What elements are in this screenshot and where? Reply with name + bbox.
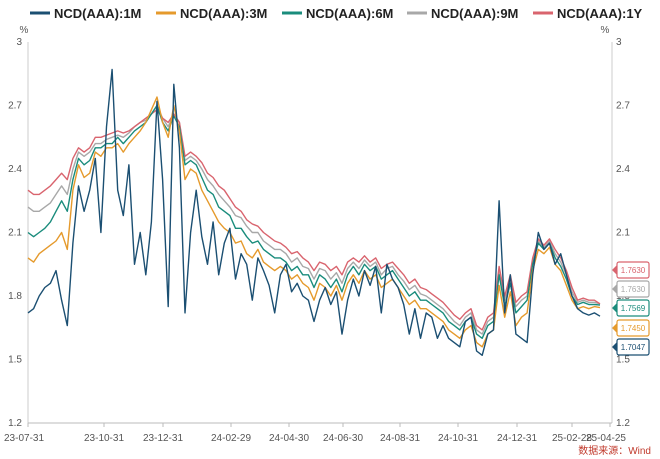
series-line-3	[27, 104, 601, 339]
end-label-value: 1.7450	[621, 324, 646, 333]
end-label-4: 1.7630	[612, 280, 650, 298]
legend-label-4: NCD(AAA):9M	[431, 6, 518, 21]
x-tick-label-8: 24-12-31	[497, 433, 537, 444]
source-note: 数据来源：Wind	[578, 444, 651, 457]
y-tick-left-0: 1.2	[8, 418, 22, 429]
x-axis: 23-07-31 23-10-31 23-12-31 24-02-29 24-04-30…	[4, 423, 626, 444]
y-tick-left-1: 1.5	[8, 355, 22, 366]
x-tick-label-5: 24-06-30	[323, 433, 363, 444]
series-line-2	[27, 96, 601, 348]
legend-label-3: NCD(AAA):6M	[306, 6, 393, 21]
legend-label-5: NCD(AAA):1Y	[557, 6, 643, 21]
series-line-1	[27, 68, 601, 356]
end-label-pointer	[612, 342, 617, 352]
y-tick-left-4: 2.4	[8, 164, 22, 175]
y-tick-left-5: 2.7	[8, 101, 22, 112]
y-tick-left-3: 2.1	[8, 228, 22, 239]
end-label-box	[616, 338, 650, 356]
end-label-5: 1.7630	[612, 261, 650, 279]
end-label-box	[616, 261, 650, 279]
end-value-labels: 1.7630 1.7630 1.7569 1.7450 1.7047	[612, 261, 650, 356]
y-tick-right-5: 2.7	[616, 101, 630, 112]
x-tick-label-9: 25-02-28	[552, 433, 592, 444]
end-label-value: 1.7630	[621, 285, 646, 294]
left-axis-unit: %	[20, 25, 29, 36]
end-label-2: 1.7450	[612, 319, 650, 337]
right-axis-unit: %	[601, 25, 610, 36]
y-axis-right: 1.21.51.82.12.42.73	[616, 37, 630, 429]
x-tick-label-1: 23-10-31	[84, 433, 124, 444]
end-label-box	[616, 280, 650, 298]
y-tick-right-4: 2.4	[616, 164, 630, 175]
y-tick-right-1: 1.5	[616, 355, 630, 366]
x-tick-label-2: 23-12-31	[143, 433, 183, 444]
legend-label-2: NCD(AAA):3M	[180, 6, 267, 21]
y-tick-right-0: 1.2	[616, 418, 630, 429]
end-label-pointer	[612, 323, 617, 333]
x-tick-label-10: 25-04-25	[586, 433, 626, 444]
x-tick-label-0: 23-07-31	[4, 433, 44, 444]
end-label-pointer	[612, 303, 617, 313]
y-tick-right-6: 3	[616, 37, 622, 48]
series-line-5	[27, 108, 601, 331]
end-label-box	[616, 299, 650, 317]
end-label-value: 1.7569	[621, 304, 646, 313]
end-label-3: 1.7569	[612, 299, 650, 317]
end-label-value: 1.7047	[621, 343, 646, 352]
y-tick-left-6: 3	[16, 37, 22, 48]
x-tick-label-4: 24-04-30	[269, 433, 309, 444]
end-label-value: 1.7630	[621, 266, 646, 275]
end-label-pointer	[612, 284, 617, 294]
y-tick-right-3: 2.1	[616, 228, 630, 239]
y-tick-left-2: 1.8	[8, 291, 22, 302]
series-lines	[27, 68, 601, 356]
legend-label-1: NCD(AAA):1M	[54, 6, 141, 21]
legend: NCD(AAA):1M NCD(AAA):3M NCD(AAA):6M NCD(AAA…	[30, 6, 643, 21]
end-label-1: 1.7047	[612, 338, 650, 356]
y-axis-left: 1.2 1.5 1.8 2.1 2.4 2.7 3	[8, 37, 22, 429]
x-tick-label-3: 24-02-29	[211, 433, 251, 444]
end-label-pointer	[612, 265, 617, 275]
x-tick-label-6: 24-08-31	[380, 433, 420, 444]
x-tick-label-7: 24-10-31	[438, 433, 478, 444]
end-label-box	[616, 319, 650, 337]
